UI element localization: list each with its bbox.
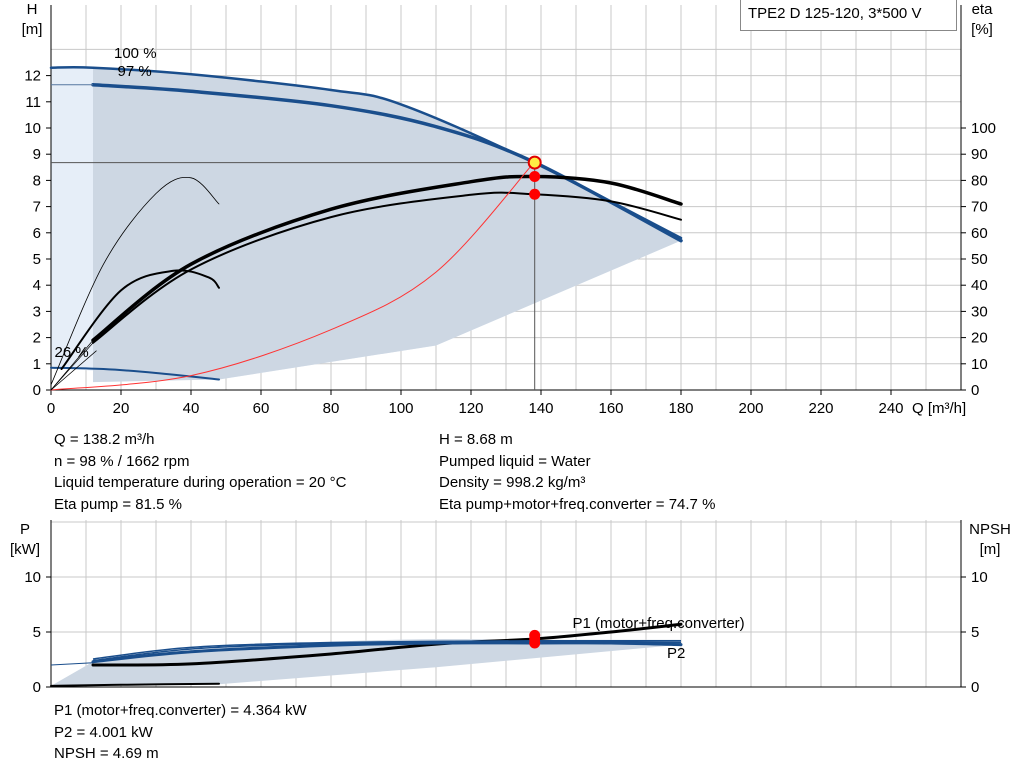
x-tick-label: 240 [878,400,903,417]
y-right-tick-label: 50 [971,251,988,268]
npsh-axis-unit: [m] [980,541,1001,558]
origin-line [50,339,94,391]
operating-point-marker [527,155,542,170]
npsh-axis-label: NPSH [969,521,1011,538]
y-right-tick-label: 70 [971,199,988,216]
p-tick-label: 0 [33,679,41,696]
y-left-tick-label: 6 [33,225,41,242]
y-right-axis-unit: [%] [971,21,993,38]
chart-title: TPE2 D 125-120, 3*500 V [740,0,957,31]
y-left-tick-label: 4 [33,277,41,294]
y-right-tick-label: 20 [971,330,988,347]
x-tick-label: 200 [738,400,763,417]
head-envelope [93,67,681,383]
y-left-tick-label: 1 [33,356,41,373]
info-density: Density = 998.2 kg/m³ [439,474,586,491]
p2-point [529,637,541,649]
y-left-tick-label: 3 [33,303,41,320]
eta-total-point [529,188,541,200]
head-curve-26 [50,366,220,381]
p1-curve [91,622,683,667]
p2-band-curve [92,641,682,662]
speed-label-97: 97 % [118,63,152,80]
npsh-curve [50,682,220,687]
top-info-left: Q = 138.2 m³/h n = 98 % / 1662 rpm Liqui… [54,429,346,515]
y-left-tick-label: 12 [24,68,41,85]
y-left-tick-label: 9 [33,146,41,163]
y-left-tick-label: 11 [25,94,41,111]
origin-line [50,350,97,391]
x-tick-label: 160 [598,400,623,417]
npsh-tick-label: 0 [971,679,979,696]
info-eta-total: Eta pump+motor+freq.converter = 74.7 % [439,495,716,513]
p-tick-label: 10 [24,569,41,586]
y-right-tick-label: 60 [971,225,988,242]
npsh-point [529,629,541,641]
top-info-right: H = 8.68 m Pumped liquid = Water Density… [439,429,715,515]
x-tick-label: 100 [388,400,413,417]
y-right-tick-label: 100 [971,120,996,137]
y-right-tick-label: 90 [971,146,988,163]
y-left-tick-label: 2 [33,330,41,347]
x-tick-label: 140 [528,400,553,417]
x-tick-label: 0 [47,400,55,417]
x-axis-label: Q [m³/h] [912,400,966,417]
info-p2: P2 = 4.001 kW [54,723,153,741]
p2-band-curve [92,639,682,660]
p2-curve-label: P2 [667,645,685,662]
info-npsh: NPSH = 4.69 m [54,745,159,762]
info-head: H = 8.68 m [439,431,513,448]
info-eta-pump: Eta pump = 81.5 % [54,495,182,513]
eta-curve-small [60,269,220,370]
eta-pump-curve [91,174,683,342]
x-tick-label: 120 [458,400,483,417]
y-left-axis-unit: [m] [22,21,43,38]
info-p1: P1 (motor+freq.converter) = 4.364 kW [54,702,307,719]
y-left-tick-label: 5 [33,251,41,268]
p-axis-label: P [20,521,30,538]
info-speed: n = 98 % / 1662 rpm [54,452,190,470]
x-tick-label: 20 [113,400,130,417]
y-right-tick-label: 0 [971,382,979,399]
y-right-axis-label: eta [972,1,994,18]
info-flow: Q = 138.2 m³/h [54,431,155,448]
system-curve [50,162,535,391]
y-left-tick-label: 8 [33,172,41,189]
info-liquid-temp: Liquid temperature during operation = 20… [54,474,347,491]
y-left-axis-label: H [27,1,38,18]
eta-total-curve [92,191,682,344]
p-tick-label: 5 [33,624,41,641]
y-right-tick-label: 30 [971,303,988,320]
y-right-tick-label: 80 [971,172,988,189]
p-axis-unit: [kW] [10,541,40,558]
eta-pump-point [529,170,541,182]
info-pumped-liquid: Pumped liquid = Water [439,452,591,470]
npsh-tick-label: 10 [971,569,988,586]
bottom-info: P1 (motor+freq.converter) = 4.364 kW P2 … [54,700,307,765]
npsh-tick-label: 5 [971,624,979,641]
speed-label-26: 26 % [55,344,89,361]
p-left-edge [50,662,94,666]
y-left-tick-label: 7 [33,199,41,216]
y-right-tick-label: 40 [971,277,988,294]
x-tick-label: 80 [323,400,340,417]
speed-label-100: 100 % [114,45,157,62]
x-tick-label: 60 [253,400,270,417]
eta-curve-thin [50,176,220,386]
x-tick-label: 180 [668,400,693,417]
y-right-tick-label: 10 [971,356,988,373]
x-tick-label: 40 [183,400,200,417]
y-left-tick-label: 0 [33,382,41,399]
x-tick-label: 220 [808,400,833,417]
p1-curve-label: P1 (motor+freq.converter) [573,615,745,632]
y-left-tick-label: 10 [24,120,41,137]
